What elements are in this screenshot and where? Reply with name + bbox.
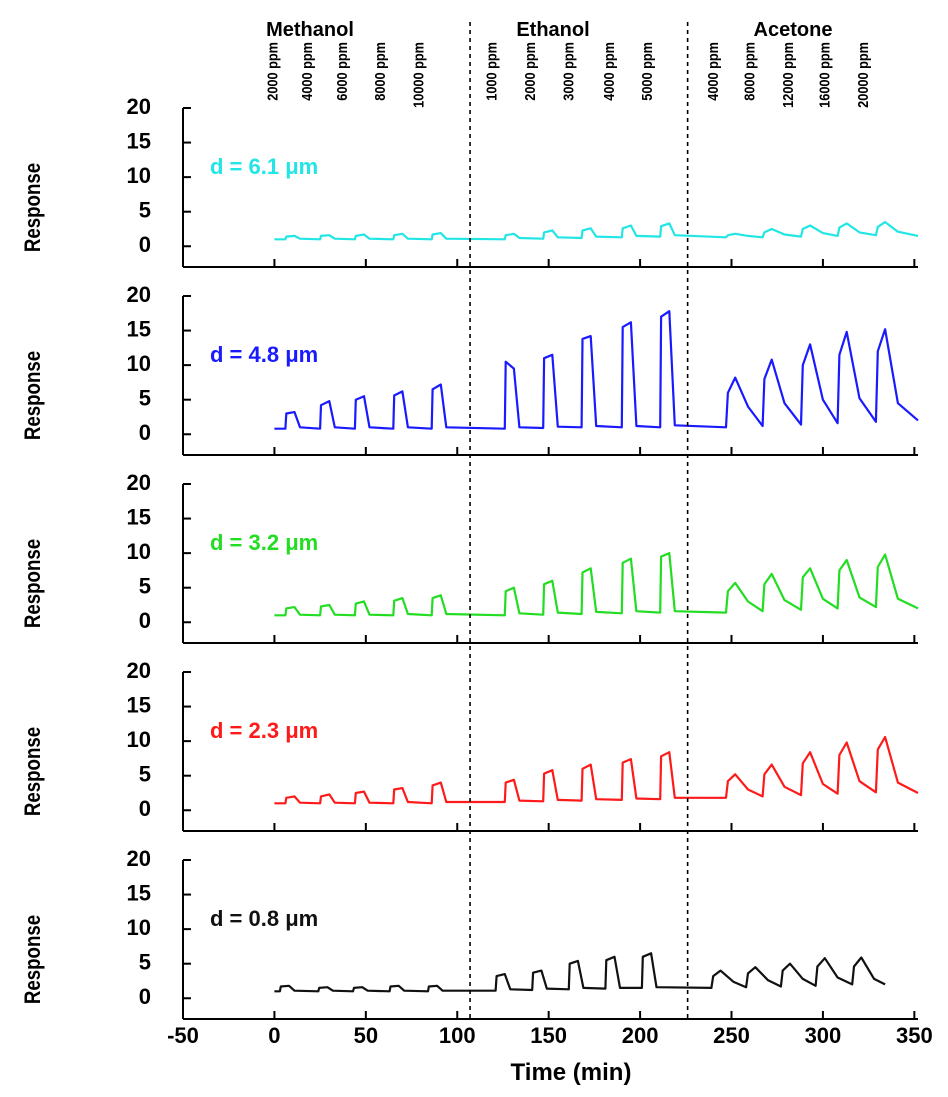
- concentration-label: 6000 ppm: [333, 42, 350, 101]
- y-tick-label: 10: [127, 163, 151, 188]
- y-tick-label: 5: [139, 950, 151, 975]
- gas-label: Acetone: [754, 19, 833, 41]
- y-axis-label: Response: [22, 539, 46, 628]
- concentration-label: 20000 ppm: [854, 42, 871, 108]
- gas-label: Methanol: [266, 19, 354, 41]
- panel-annotation: d = 6.1 μm: [210, 154, 318, 179]
- x-tick-label: -50: [167, 1023, 199, 1048]
- panel-annotation: d = 3.2 μm: [210, 530, 318, 555]
- concentration-label: 16000 ppm: [816, 42, 833, 108]
- y-tick-label: 0: [139, 232, 151, 257]
- y-axis-label: Response: [22, 163, 46, 252]
- x-tick-label: 150: [530, 1023, 567, 1048]
- response-line: [274, 221, 919, 241]
- concentration-label: 10000 ppm: [410, 42, 427, 108]
- y-tick-label: 15: [127, 880, 151, 905]
- x-tick-label: 350: [896, 1023, 933, 1048]
- y-tick-label: 15: [127, 316, 151, 341]
- y-axis-label: Response: [22, 915, 46, 1004]
- response-line: [274, 310, 919, 430]
- x-tick-label: 300: [805, 1023, 842, 1048]
- concentration-label: 4000 ppm: [298, 42, 315, 101]
- y-tick-label: 20: [127, 846, 151, 871]
- response-line: [274, 952, 886, 993]
- y-tick-label: 15: [127, 504, 151, 529]
- concentration-label: 8000 ppm: [371, 42, 388, 101]
- panel-annotation: d = 2.3 μm: [210, 718, 318, 743]
- panel-annotation: d = 4.8 μm: [210, 342, 318, 367]
- y-tick-label: 10: [127, 727, 151, 752]
- concentration-label: 5000 ppm: [638, 42, 655, 101]
- y-tick-label: 20: [127, 470, 151, 495]
- x-axis-label: Time (min): [511, 1059, 632, 1086]
- y-tick-label: 15: [127, 692, 151, 717]
- y-tick-label: 10: [127, 539, 151, 564]
- y-axis-label: Response: [22, 727, 46, 816]
- concentration-label: 4000 ppm: [600, 42, 617, 101]
- y-tick-label: 0: [139, 608, 151, 633]
- y-tick-label: 5: [139, 574, 151, 599]
- y-tick-label: 20: [127, 282, 151, 307]
- response-line: [274, 735, 919, 805]
- response-line: [274, 552, 919, 617]
- y-tick-label: 0: [139, 420, 151, 445]
- y-tick-label: 0: [139, 984, 151, 1009]
- y-tick-label: 10: [127, 915, 151, 940]
- concentration-label: 12000 ppm: [779, 42, 796, 108]
- concentration-label: 3000 ppm: [560, 42, 577, 101]
- concentration-label: 1000 ppm: [483, 42, 500, 101]
- gas-label: Ethanol: [516, 19, 589, 41]
- y-tick-label: 5: [139, 386, 151, 411]
- y-tick-label: 0: [139, 796, 151, 821]
- y-tick-label: 15: [127, 128, 151, 153]
- concentration-label: 8000 ppm: [741, 42, 758, 101]
- concentration-label: 2000 ppm: [263, 42, 280, 101]
- x-tick-label: 0: [268, 1023, 280, 1048]
- y-tick-label: 5: [139, 762, 151, 787]
- x-tick-label: 250: [713, 1023, 750, 1048]
- concentration-label: 4000 ppm: [704, 42, 721, 101]
- concentration-label: 2000 ppm: [521, 42, 538, 101]
- y-tick-label: 5: [139, 198, 151, 223]
- y-tick-label: 10: [127, 351, 151, 376]
- y-tick-label: 20: [127, 658, 151, 683]
- y-tick-label: 20: [127, 94, 151, 119]
- x-tick-label: 100: [439, 1023, 476, 1048]
- panel-annotation: d = 0.8 μm: [210, 906, 318, 931]
- x-tick-label: 200: [622, 1023, 659, 1048]
- y-axis-label: Response: [22, 351, 46, 440]
- x-tick-label: 50: [354, 1023, 378, 1048]
